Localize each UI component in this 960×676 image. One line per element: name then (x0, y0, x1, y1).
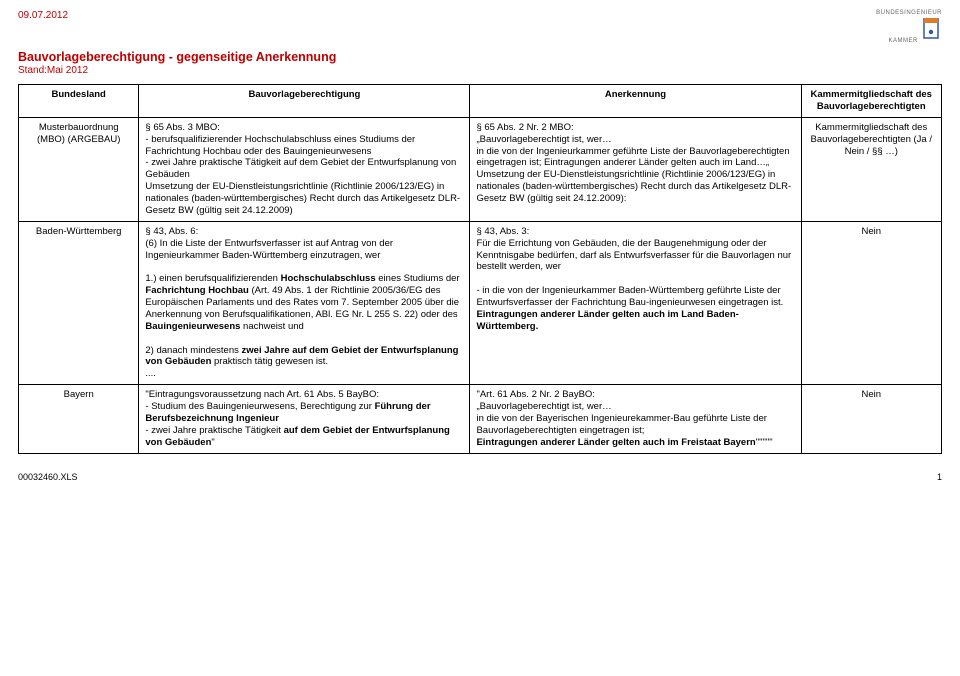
th-bundesland: Bundesland (19, 85, 139, 118)
date-label: 09.07.2012 (18, 10, 68, 21)
main-table: Bundesland Bauvorlageberechtigung Anerke… (18, 84, 942, 454)
header-top: 09.07.2012 BUNDESINGENIEUR KAMMER (18, 10, 942, 44)
logo-text-bottom: KAMMER (888, 38, 917, 44)
footer-right: 1 (937, 472, 942, 482)
page-subtitle: Stand:Mai 2012 (18, 65, 942, 76)
cell-anerkennung: § 65 Abs. 2 Nr. 2 MBO: „Bauvorlageberech… (470, 117, 801, 221)
table-row: Baden-Württemberg § 43, Abs. 6:(6) In di… (19, 221, 942, 384)
cell-bauvorlage: § 65 Abs. 3 MBO: - berufsqualifizierende… (139, 117, 470, 221)
cell-bundesland: Baden-Württemberg (19, 221, 139, 384)
page-title: Bauvorlageberechtigung - gegenseitige An… (18, 50, 942, 64)
th-kammer: Kammermitgliedschaft des Bauvorlageberec… (801, 85, 941, 118)
cell-bauvorlage: § 43, Abs. 6:(6) In die Liste der Entwur… (139, 221, 470, 384)
footer-left: 00032460.XLS (18, 472, 78, 482)
table-header-row: Bundesland Bauvorlageberechtigung Anerke… (19, 85, 942, 118)
th-anerkennung: Anerkennung (470, 85, 801, 118)
table-row: Musterbauordnung (MBO) (ARGEBAU) § 65 Ab… (19, 117, 942, 221)
cell-anerkennung: "Art. 61 Abs. 2 Nr. 2 BayBO:„Bauvorlageb… (470, 385, 801, 453)
cell-bundesland: Bayern (19, 385, 139, 453)
th-bauvorlage: Bauvorlageberechtigung (139, 85, 470, 118)
logo-area: BUNDESINGENIEUR KAMMER (876, 10, 942, 44)
cell-kammer: Kammermitgliedschaft des Bauvorlageberec… (801, 117, 941, 221)
cell-kammer: Nein (801, 385, 941, 453)
cell-kammer: Nein (801, 221, 941, 384)
footer: 00032460.XLS 1 (18, 472, 942, 482)
cell-anerkennung: § 43, Abs. 3:Für die Errichtung von Gebä… (470, 221, 801, 384)
cell-bundesland: Musterbauordnung (MBO) (ARGEBAU) (19, 117, 139, 221)
table-row: Bayern "Eintragungsvoraussetzung nach Ar… (19, 385, 942, 453)
logo-text-top: BUNDESINGENIEUR (876, 10, 942, 16)
cell-bauvorlage: "Eintragungsvoraussetzung nach Art. 61 A… (139, 385, 470, 453)
logo-icon (920, 18, 942, 44)
